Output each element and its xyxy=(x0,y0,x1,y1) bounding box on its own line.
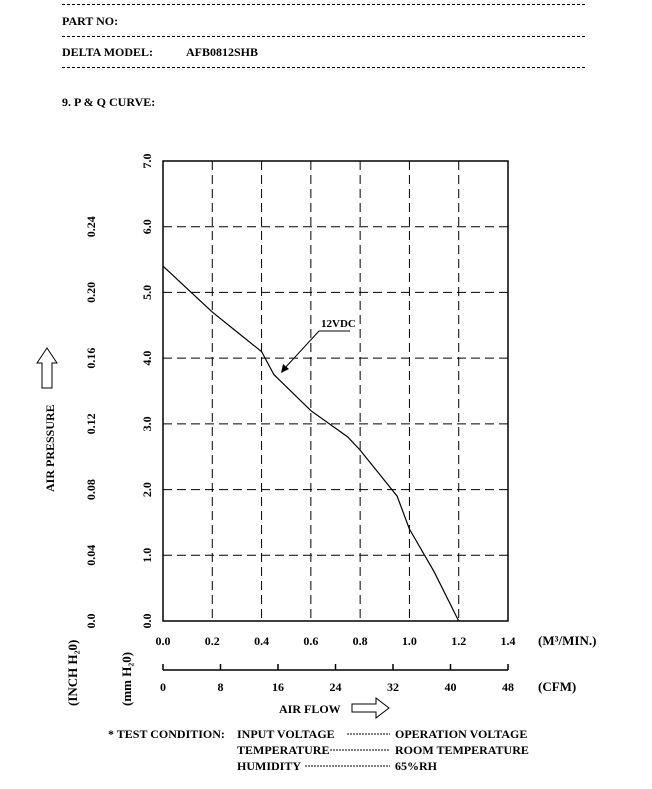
y-tick-label-inch-3: 0.12 xyxy=(84,413,98,434)
x-unit-cfm: (CFM) xyxy=(538,679,576,694)
cfm-tick-label-2: 16 xyxy=(272,680,284,694)
x-tick-labels: 0.0 0.2 0.4 0.6 0.8 1.0 1.2 1.4 xyxy=(156,634,516,648)
y-tick-label-inch-6: 0.24 xyxy=(84,216,98,237)
cfm-tick-label-5: 40 xyxy=(445,680,457,694)
section-title: 9. P & Q CURVE: xyxy=(62,95,156,109)
x-tick-label-5: 1.0 xyxy=(402,634,417,648)
y-unit-mm: (mm H₂0) xyxy=(119,652,134,706)
test-condition-row-1-value: OPERATION VOLTAGE xyxy=(395,727,528,741)
x-tick-label-4: 0.8 xyxy=(353,634,368,648)
cfm-tick-label-6: 48 xyxy=(502,680,514,694)
header-rule-1 xyxy=(62,36,585,37)
x-tick-label-6: 1.2 xyxy=(451,634,466,648)
test-condition-row-2-label: TEMPERATURE xyxy=(237,743,330,757)
y-axis-arrow-icon xyxy=(36,347,58,389)
test-condition-row-1-label: INPUT VOLTAGE xyxy=(237,727,335,741)
series-line-12vdc xyxy=(162,265,460,622)
chart-grid xyxy=(163,161,508,621)
cfm-tick-label-1: 8 xyxy=(218,680,224,694)
delta-model-value: AFB0812SHB xyxy=(186,45,259,59)
x-tick-label-3: 0.6 xyxy=(303,634,318,648)
cfm-tick-label-0: 0 xyxy=(160,680,166,694)
header-top-rule xyxy=(62,4,585,5)
y-tick-label-mm-5: 5.0 xyxy=(140,285,154,300)
test-condition-row-3-label: HUMIDITY xyxy=(237,759,302,773)
test-condition-row-3-value: 65%RH xyxy=(395,759,437,773)
y-tick-label-mm-3: 3.0 xyxy=(140,416,154,431)
y-tick-label-mm-4: 4.0 xyxy=(140,351,154,366)
delta-model-label: DELTA MODEL: xyxy=(62,45,154,59)
y-unit-inch: (INCH H₂0) xyxy=(65,640,80,706)
y-tick-label-mm-1: 1.0 xyxy=(140,548,154,563)
y-tick-label-mm-6: 6.0 xyxy=(140,219,154,234)
x-tick-label-0: 0.0 xyxy=(156,634,171,648)
x-axis-arrow-icon xyxy=(351,696,390,720)
y-tick-label-mm-7: 7.0 xyxy=(140,154,154,169)
y-tick-labels: 0.0 1.0 2.0 3.0 4.0 5.0 6.0 7.0 0.0 0.04 0.08 0.12 0… xyxy=(84,154,154,629)
y-tick-label-inch-2: 0.08 xyxy=(84,479,98,500)
series-label-arrowhead xyxy=(281,364,289,373)
x-unit-m3: (M³/MIN.) xyxy=(538,633,596,648)
x-tick-label-2: 0.4 xyxy=(254,634,269,648)
cfm-tick-marks: 0 8 16 24 32 40 48 xyxy=(160,664,514,694)
series-label: 12VDC xyxy=(321,318,356,330)
y-tick-label-inch-1: 0.04 xyxy=(84,545,98,566)
test-condition-row-2-value: ROOM TEMPERATURE xyxy=(395,743,529,757)
y-tick-label-mm-0: 0.0 xyxy=(140,614,154,629)
series-label-leader xyxy=(283,330,320,370)
header-rule-2 xyxy=(62,67,585,68)
plot-frame xyxy=(162,160,509,622)
part-no-label: PART NO: xyxy=(62,14,119,28)
cfm-tick-label-3: 24 xyxy=(330,680,342,694)
y-tick-label-mm-2: 2.0 xyxy=(140,482,154,497)
test-condition-title: * TEST CONDITION: xyxy=(108,727,225,741)
y-tick-label-inch-0: 0.0 xyxy=(84,614,98,629)
y-tick-label-inch-4: 0.16 xyxy=(84,348,98,369)
x-axis-title: AIR FLOW xyxy=(279,702,341,716)
x-tick-label-7: 1.4 xyxy=(501,634,516,648)
y-tick-label-inch-5: 0.20 xyxy=(84,282,98,303)
cfm-tick-label-4: 32 xyxy=(387,680,399,694)
x-tick-label-1: 0.2 xyxy=(205,634,220,648)
y-axis-title: AIR PRESSURE xyxy=(43,404,57,492)
